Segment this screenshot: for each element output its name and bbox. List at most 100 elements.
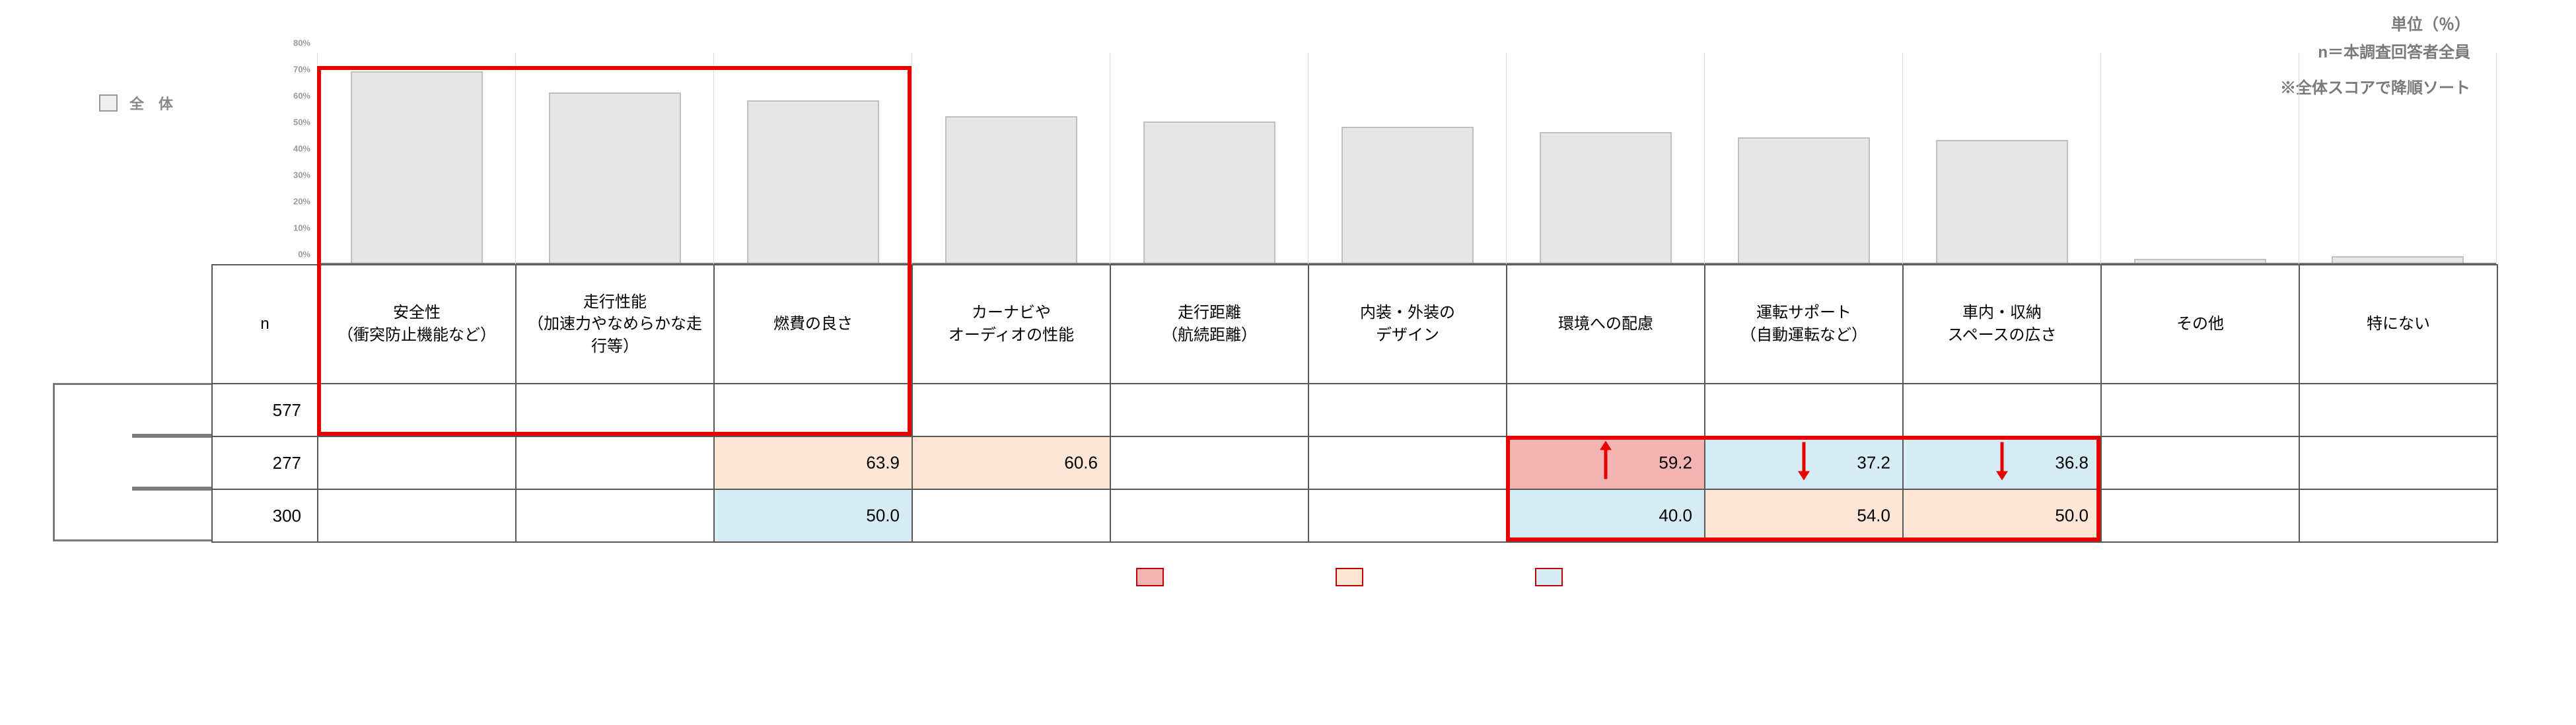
bar-column [317, 53, 515, 264]
bar [945, 116, 1077, 264]
data-cell [2101, 489, 2299, 542]
bar-column [1704, 53, 1902, 264]
bar [1143, 121, 1275, 264]
data-cell [1110, 384, 1308, 436]
data-cell [516, 436, 714, 489]
y-tick: 40% [293, 144, 310, 154]
legend-swatch-icon [1535, 568, 1563, 586]
data-cell [1507, 384, 1705, 436]
cell-value: 50.0 [866, 506, 900, 526]
legend-item [1136, 568, 1164, 586]
bar [549, 92, 681, 264]
data-cell [2299, 436, 2497, 489]
row-bracket [132, 489, 211, 541]
data-cell [318, 436, 516, 489]
data-cell [318, 384, 516, 436]
data-cell [1705, 384, 1903, 436]
series-legend: 全 体 [99, 92, 173, 114]
cell-value: 60.6 [1064, 453, 1098, 473]
legend-swatch-icon [1136, 568, 1164, 586]
data-cell [516, 384, 714, 436]
n-value: 577 [212, 384, 318, 436]
lower-legend [1136, 568, 1563, 586]
legend-item [1535, 568, 1563, 586]
bar-column [1308, 53, 1506, 264]
data-cell [1903, 384, 2101, 436]
n-value: 277 [212, 436, 318, 489]
column-header: 車内・収納スペースの広さ [1903, 265, 2101, 384]
y-tick: 60% [293, 91, 310, 101]
y-tick: 50% [293, 118, 310, 127]
data-cell: 37.2 [1705, 436, 1903, 489]
cell-value: 59.2 [1659, 453, 1692, 473]
y-tick: 20% [293, 197, 310, 207]
unit-note: 単位（％） [2280, 13, 2470, 37]
data-cell: 36.8 [1903, 436, 2101, 489]
bar-column [912, 53, 1110, 264]
bar-column [515, 53, 713, 264]
y-tick: 80% [293, 38, 310, 48]
data-cell: 50.0 [1903, 489, 2101, 542]
data-cell [1110, 436, 1308, 489]
group-bracket [53, 383, 139, 541]
bar-column [1506, 53, 1704, 264]
bar-column [1902, 53, 2100, 264]
column-header: その他 [2101, 265, 2299, 384]
data-cell [2299, 489, 2497, 542]
data-cell [1110, 489, 1308, 542]
bar [1738, 137, 1870, 264]
n-header: n [212, 265, 318, 384]
cell-value: 54.0 [1857, 506, 1890, 526]
cell-value: 36.8 [2055, 453, 2089, 473]
bar-column [1110, 53, 1308, 264]
row-bracket [132, 383, 211, 436]
column-header: 内装・外装のデザイン [1308, 265, 1507, 384]
data-cell: 54.0 [1705, 489, 1903, 542]
cell-value: 50.0 [2055, 506, 2089, 526]
data-cell [912, 489, 1110, 542]
series-legend-label: 全 体 [129, 92, 173, 114]
column-header: 走行性能（加速力やなめらかな走行等） [516, 265, 714, 384]
column-header: カーナビやオーディオの性能 [912, 265, 1110, 384]
bar [747, 100, 879, 264]
y-axis: 0%10%20%30%40%50%60%70%80% [264, 53, 310, 264]
data-cell [2101, 384, 2299, 436]
column-header: 安全性（衝突防止機能など） [318, 265, 516, 384]
row-bracket [132, 436, 211, 489]
cell-value: 63.9 [866, 453, 900, 473]
data-cell [1308, 489, 1507, 542]
arrow-down-icon [1993, 441, 2011, 485]
bar [351, 71, 483, 264]
bars-row [317, 53, 2497, 264]
data-cell: 59.2 [1507, 436, 1705, 489]
bar [1540, 132, 1672, 264]
column-header: 特にない [2299, 265, 2497, 384]
data-cell: 40.0 [1507, 489, 1705, 542]
y-tick: 30% [293, 170, 310, 180]
legend-swatch-icon [1336, 568, 1363, 586]
data-cell [2299, 384, 2497, 436]
column-header: 燃費の良さ [714, 265, 912, 384]
y-tick: 10% [293, 223, 310, 233]
data-cell [912, 384, 1110, 436]
column-header: 運転サポート（自動運転など） [1705, 265, 1903, 384]
n-value: 300 [212, 489, 318, 542]
cell-value: 37.2 [1857, 453, 1890, 473]
data-cell [516, 489, 714, 542]
data-cell [318, 489, 516, 542]
data-cell [714, 384, 912, 436]
data-table: n安全性（衝突防止機能など）走行性能（加速力やなめらかな走行等）燃費の良さカーナ… [211, 264, 2498, 543]
arrow-up-icon [1597, 441, 1614, 485]
y-tick: 0% [298, 250, 310, 259]
arrow-down-icon [1795, 441, 1812, 485]
column-header: 環境への配慮 [1507, 265, 1705, 384]
legend-swatch-icon [99, 94, 118, 112]
bar-column [713, 53, 912, 264]
data-cell: 60.6 [912, 436, 1110, 489]
data-cell [2101, 436, 2299, 489]
data-cell [1308, 436, 1507, 489]
column-header: 走行距離（航続距離） [1110, 265, 1308, 384]
bar-chart: 0%10%20%30%40%50%60%70%80% [264, 53, 2510, 264]
bar-column [2299, 53, 2497, 264]
bar-column [2100, 53, 2299, 264]
